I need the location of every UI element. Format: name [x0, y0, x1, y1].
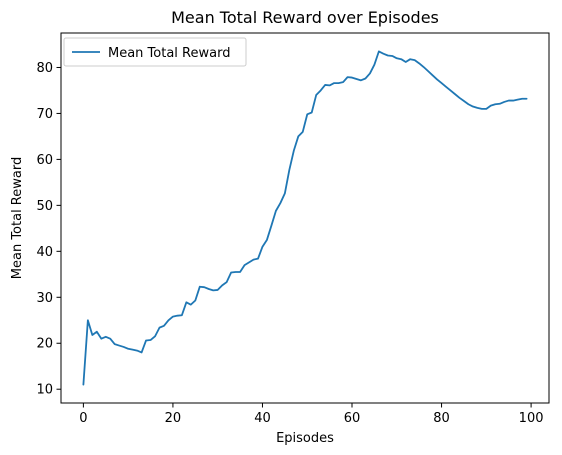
chart-title: Mean Total Reward over Episodes: [171, 8, 439, 27]
x-tick-label: 80: [433, 411, 450, 426]
plot-area: [82, 50, 528, 386]
x-tick-label: 40: [254, 411, 271, 426]
x-axis-label: Episodes: [276, 431, 334, 446]
legend-box: [63, 37, 247, 67]
y-tick-label: 20: [36, 337, 53, 352]
legend: Mean Total Reward: [63, 37, 247, 67]
y-tick-label: 40: [36, 245, 53, 260]
x-tick-label: 20: [165, 411, 182, 426]
x-tick-label: 100: [519, 411, 544, 426]
y-tick-label: 50: [36, 199, 53, 214]
x-tick-label: 0: [79, 411, 87, 426]
axes: 0 20 40 60 80 100 10 20 30 40 50 60 70 80: [36, 32, 550, 426]
y-tick-label: 10: [36, 383, 53, 398]
y-tick-label: 30: [36, 291, 53, 306]
x-tick-label: 60: [344, 411, 361, 426]
y-tick-label: 60: [36, 153, 53, 168]
y-tick-label: 80: [36, 61, 53, 76]
series-line-0: [82, 50, 528, 386]
legend-label: Mean Total Reward: [108, 46, 230, 61]
y-axis-label: Mean Total Reward: [10, 157, 25, 279]
y-tick-label: 70: [36, 107, 53, 122]
plot-frame: [60, 32, 550, 404]
